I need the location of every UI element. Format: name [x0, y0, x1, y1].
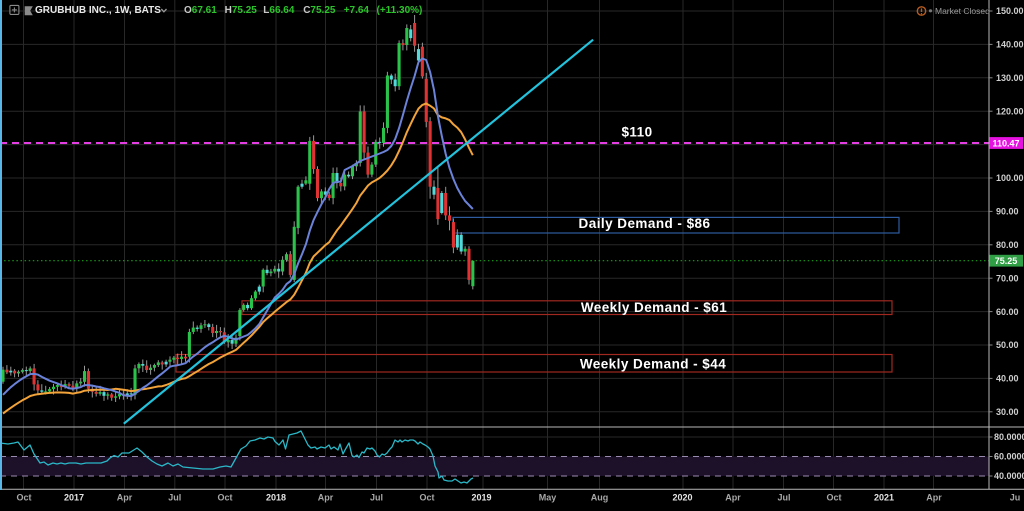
svg-text:70.00: 70.00 — [996, 273, 1019, 283]
svg-text:Jul: Jul — [168, 493, 181, 503]
svg-text:2018: 2018 — [266, 493, 286, 503]
svg-text:Weekly Demand - $61: Weekly Demand - $61 — [581, 300, 727, 315]
svg-text:60.00: 60.00 — [996, 307, 1019, 317]
svg-text:140.00: 140.00 — [996, 40, 1024, 50]
svg-text:150.00: 150.00 — [996, 6, 1024, 16]
svg-text:60.0000: 60.0000 — [994, 452, 1024, 462]
svg-text:Market Closed: Market Closed — [935, 6, 990, 16]
svg-text:40.0000: 40.0000 — [994, 471, 1024, 481]
svg-text:30.00: 30.00 — [996, 407, 1019, 417]
svg-text:2021: 2021 — [874, 493, 894, 503]
svg-text:80.00: 80.00 — [996, 240, 1019, 250]
svg-text:May: May — [539, 493, 557, 503]
svg-text:C75.25: C75.25 — [303, 5, 336, 16]
svg-text:80.0000: 80.0000 — [994, 432, 1024, 442]
svg-text:130.00: 130.00 — [996, 73, 1024, 83]
svg-text:90.00: 90.00 — [996, 207, 1019, 217]
svg-text:Ju: Ju — [1010, 493, 1021, 503]
svg-text:GRUBHUB INC., 1W, BATS: GRUBHUB INC., 1W, BATS — [35, 5, 161, 16]
svg-text:110.47: 110.47 — [992, 138, 1019, 148]
svg-text:Oct: Oct — [16, 493, 31, 503]
svg-text:Oct: Oct — [419, 493, 434, 503]
svg-text:50.00: 50.00 — [996, 340, 1019, 350]
svg-text:+7.64: +7.64 — [344, 5, 370, 16]
svg-text:L66.64: L66.64 — [263, 5, 295, 16]
svg-text:Oct: Oct — [217, 493, 232, 503]
svg-text:Daily Demand - $86: Daily Demand - $86 — [579, 216, 711, 231]
svg-text:75.25: 75.25 — [995, 256, 1018, 266]
svg-text:(+11.30%): (+11.30%) — [377, 5, 423, 16]
svg-text:40.00: 40.00 — [996, 374, 1019, 384]
svg-text:H75.25: H75.25 — [225, 5, 258, 16]
svg-text:Apr: Apr — [926, 493, 942, 503]
svg-text:Aug: Aug — [591, 493, 609, 503]
svg-text:Oct: Oct — [826, 493, 841, 503]
svg-text:2020: 2020 — [672, 493, 692, 503]
svg-text:Apr: Apr — [725, 493, 741, 503]
svg-text:$110: $110 — [621, 125, 652, 140]
svg-text:Apr: Apr — [117, 493, 133, 503]
svg-text:100.00: 100.00 — [996, 173, 1024, 183]
svg-text:Apr: Apr — [318, 493, 334, 503]
svg-text:2017: 2017 — [64, 493, 84, 503]
svg-text:2019: 2019 — [471, 493, 491, 503]
svg-text:Jul: Jul — [370, 493, 383, 503]
svg-text:Weekly Demand - $44: Weekly Demand - $44 — [580, 357, 726, 372]
svg-text:O67.61: O67.61 — [184, 5, 217, 16]
svg-text:Jul: Jul — [777, 493, 790, 503]
svg-text:120.00: 120.00 — [996, 106, 1024, 116]
